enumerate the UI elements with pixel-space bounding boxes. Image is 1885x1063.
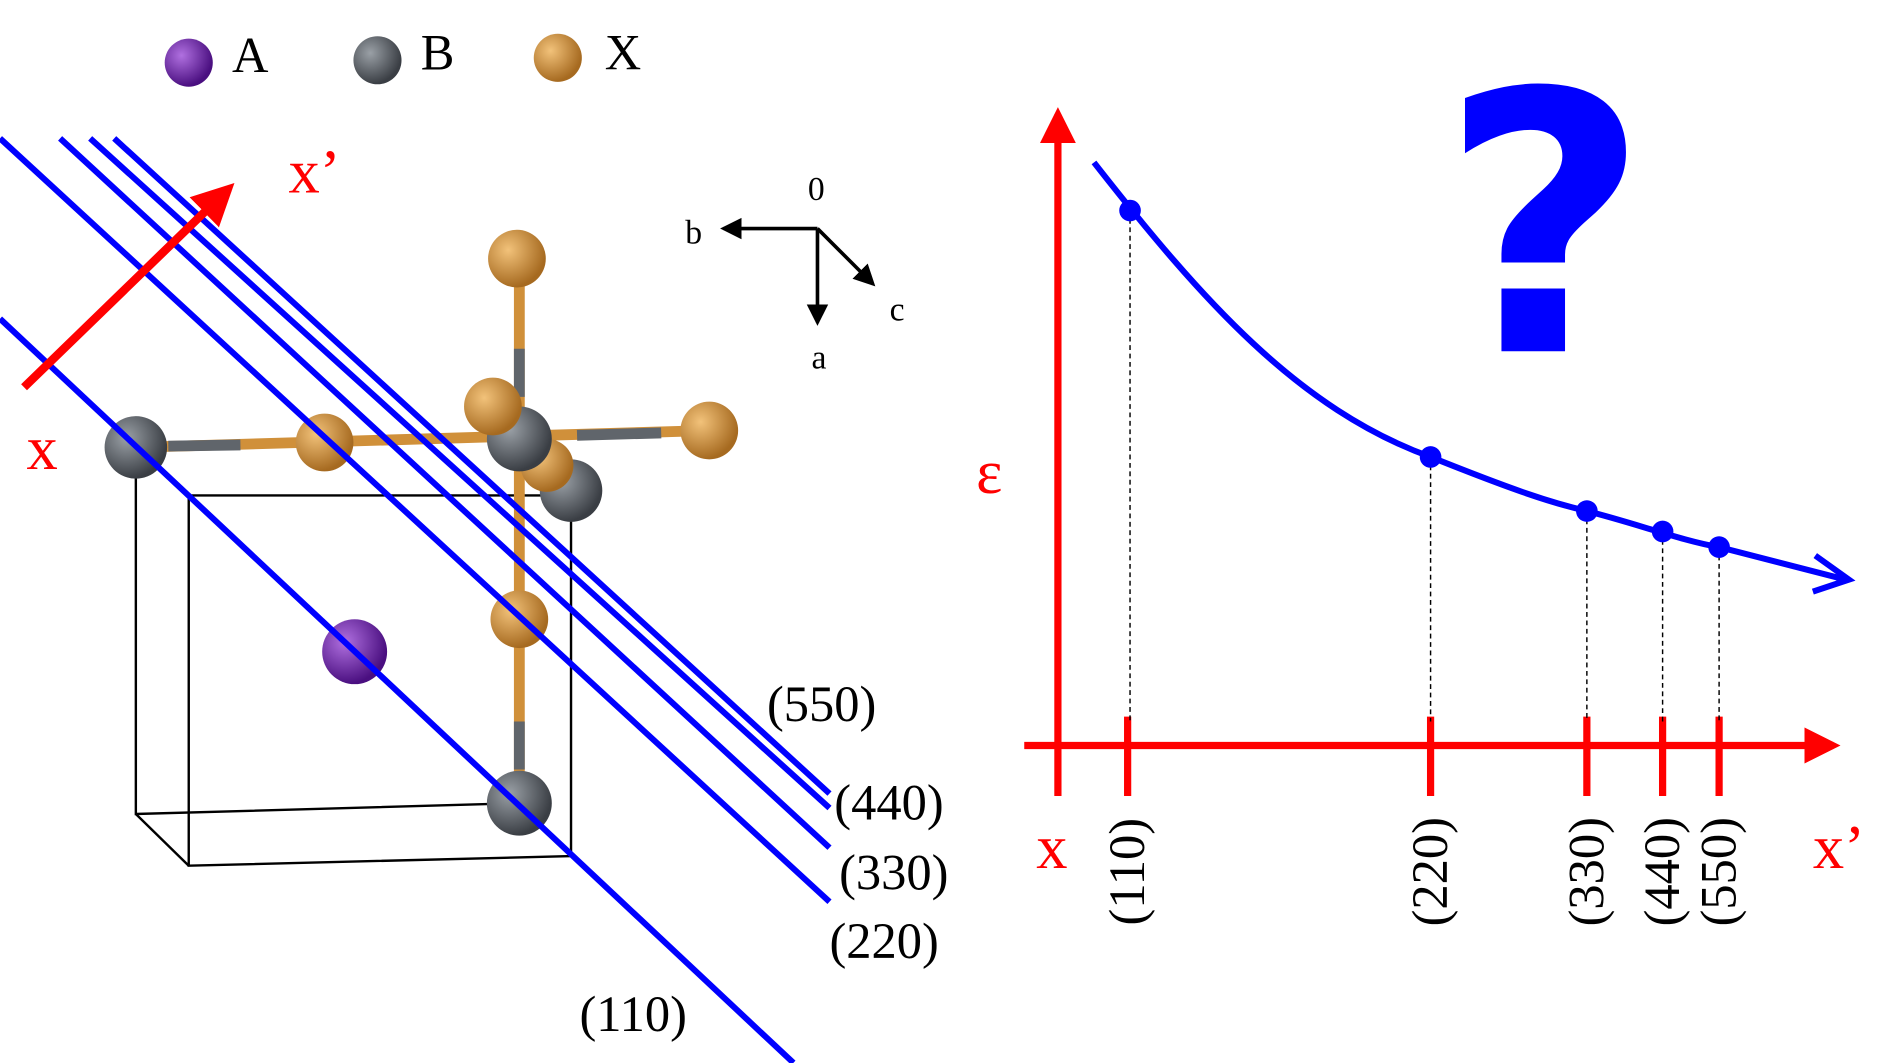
direction-end: x’ [289,136,341,206]
curve-arrowhead [1811,553,1856,595]
legend-label: X [605,24,641,80]
axis-c: c [890,291,905,328]
tick-label: (110) [1099,818,1155,925]
plane-label: (550) [767,676,876,732]
trend-curve [1091,160,1847,583]
axis-a: a [811,340,826,377]
direction-start: x [26,413,57,483]
axes-indicator [720,217,876,326]
atom-x [295,413,354,472]
axis-origin: 0 [808,171,825,208]
plane-label: (220) [829,913,938,969]
legend: A B X [164,24,641,87]
curve-points [1119,199,1730,558]
legend-swatch [164,38,213,87]
guides [1129,210,1720,722]
legend-swatch [353,36,402,85]
tick-labels: (110) (220) (330) (440) (550) [1099,817,1746,926]
plane-label: (110) [579,986,686,1042]
plot-axes [1024,107,1841,796]
planes [0,136,832,1063]
x-start: x [1036,812,1067,882]
legend-label: A [232,27,269,83]
atom-x [488,229,546,288]
atom-x [680,401,739,460]
tick-label: (550) [1691,817,1747,926]
tick-label: (220) [1402,817,1458,926]
tick-label: (330) [1558,817,1614,926]
plane-label: (330) [839,844,948,900]
atom-x [464,377,522,436]
x-end: x’ [1813,812,1865,882]
tick-label: (440) [1634,817,1690,926]
question-mark: ? [1440,17,1649,437]
legend-label: B [421,24,455,80]
direction-arrow [21,183,235,391]
axis-b: b [685,214,702,251]
y-label: ε [976,437,1002,507]
legend-swatch [533,33,582,82]
plane-label: (440) [834,775,943,831]
